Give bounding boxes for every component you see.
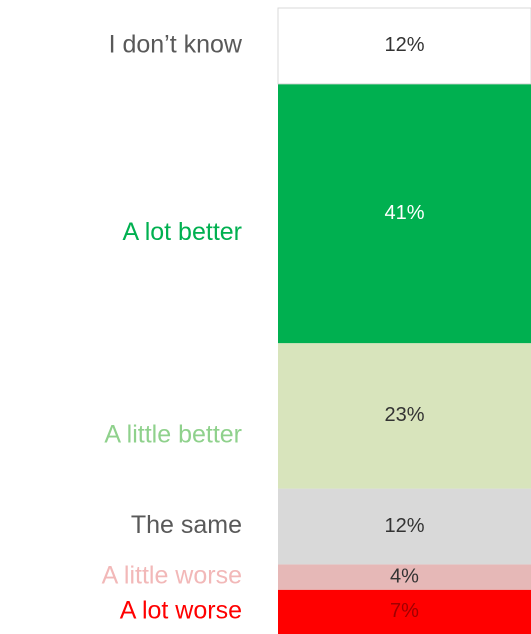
bar-segment: [278, 83, 531, 344]
bar-segment: [277, 7, 531, 85]
bar-segment: [278, 564, 531, 590]
data-label: 23%: [384, 404, 424, 426]
legend-label: The same: [131, 511, 242, 539]
data-label: 41%: [384, 202, 424, 224]
data-label: 12%: [384, 34, 424, 56]
legend-label: A lot better: [122, 218, 242, 246]
bar-segment: [278, 343, 531, 489]
data-label: 12%: [384, 515, 424, 537]
legend-label: A little worse: [102, 562, 242, 590]
legend-label: A little better: [104, 420, 242, 448]
data-label: 4%: [390, 565, 419, 587]
legend-label: A lot worse: [120, 596, 242, 624]
data-label: 7%: [390, 600, 419, 622]
legend-label: I don’t know: [109, 31, 243, 59]
bar-segment: [278, 488, 531, 565]
bar-segment: [278, 589, 531, 634]
